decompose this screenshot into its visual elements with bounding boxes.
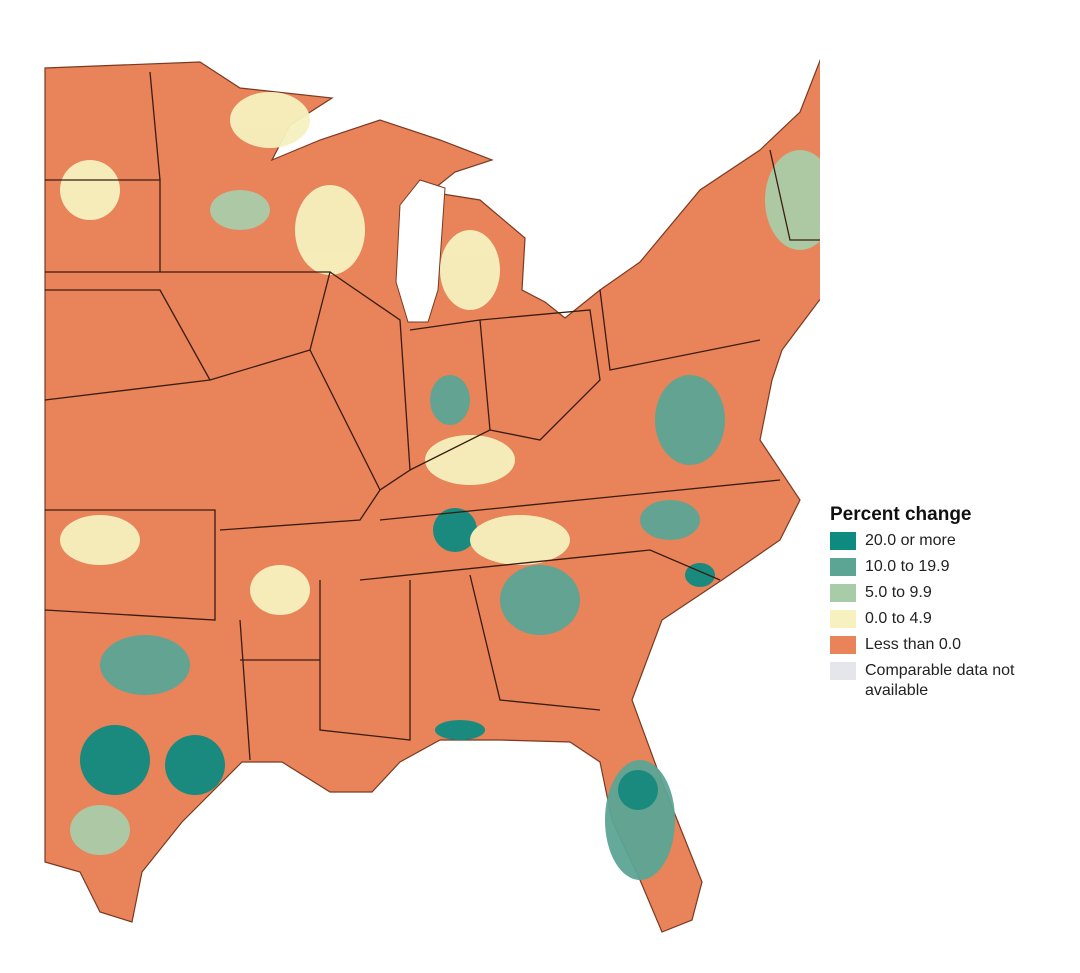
state-borders (44, 71, 820, 761)
patch (500, 565, 580, 635)
border (149, 71, 161, 181)
legend-item: 0.0 to 4.9 (830, 610, 1020, 629)
patch (295, 185, 365, 275)
patch (250, 565, 310, 615)
patch (210, 190, 270, 230)
patch (230, 92, 310, 148)
border (45, 179, 161, 273)
border (359, 549, 721, 581)
patch (655, 375, 725, 465)
border (319, 580, 411, 741)
patch (430, 375, 470, 425)
patch (433, 508, 477, 552)
patch (70, 805, 130, 855)
patch (440, 230, 500, 310)
legend-swatch (830, 610, 856, 628)
legend-label: Comparable data not available (865, 662, 1015, 699)
legend-item: 20.0 or more (830, 532, 1020, 551)
legend-items: 20.0 or more 10.0 to 19.9 5.0 to 9.9 0.0 to… (830, 532, 1020, 701)
patch (470, 515, 570, 565)
border (379, 479, 781, 521)
legend-label: 10.0 to 19.9 (865, 558, 950, 575)
legend: Percent change 20.0 or more 10.0 to 19.9 5… (830, 504, 1020, 708)
legend-label: Less than 0.0 (865, 636, 962, 653)
legend-label: 5.0 to 9.9 (865, 584, 932, 601)
border (44, 289, 212, 401)
map (44, 59, 820, 933)
legend-swatch (830, 662, 856, 680)
legend-item: Less than 0.0 (830, 636, 1020, 655)
border (469, 574, 601, 711)
patch (435, 720, 485, 740)
border (769, 149, 820, 241)
legend-label: 0.0 to 4.9 (865, 610, 932, 627)
border (160, 271, 331, 381)
patch (165, 735, 225, 795)
legend-item: 10.0 to 19.9 (830, 558, 1020, 577)
border (329, 271, 411, 491)
patch (685, 563, 715, 587)
border (409, 319, 491, 471)
legend-label: 20.0 or more (865, 532, 956, 549)
border (599, 289, 761, 371)
patch (640, 500, 700, 540)
patch (60, 160, 120, 220)
legend-swatch (830, 558, 856, 576)
patch (100, 635, 190, 695)
legend-title: Percent change (830, 504, 972, 525)
legend-item: Comparable data not available (830, 662, 1020, 701)
border (239, 619, 251, 761)
border (479, 309, 601, 441)
legend-swatch (830, 584, 856, 602)
patches (60, 92, 820, 880)
legend-swatch (830, 636, 856, 654)
patch (60, 515, 140, 565)
border (44, 509, 216, 621)
border (219, 349, 381, 531)
patch (425, 435, 515, 485)
patch (618, 770, 658, 810)
lake-michigan (395, 179, 446, 323)
land (44, 59, 820, 933)
legend-swatch (830, 532, 856, 550)
legend-item: 5.0 to 9.9 (830, 584, 1020, 603)
patch (80, 725, 150, 795)
patch (765, 150, 820, 250)
